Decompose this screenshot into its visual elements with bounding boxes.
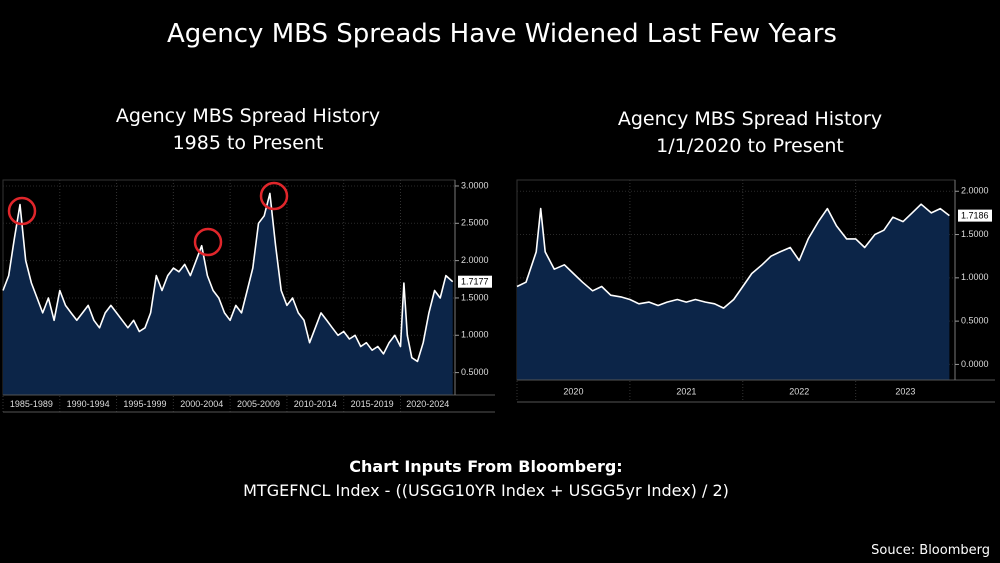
area: [517, 204, 950, 380]
highlight-circle: [193, 227, 223, 257]
x-tick-label: 2020-2024: [406, 399, 449, 409]
x-tick-label: 2022: [789, 386, 809, 396]
chart-title: Agency MBS Spread History: [618, 108, 882, 130]
y-tick-label: 2.0000: [961, 186, 989, 196]
x-tick-label: 2020: [563, 386, 583, 396]
chart-title: Agency MBS Spread History: [116, 105, 380, 127]
y-tick-label: 1.0000: [461, 330, 489, 340]
x-tick-label: 2015-2019: [351, 399, 394, 409]
last-value-tag: [458, 275, 492, 288]
last-value-label: 1.7177: [461, 277, 489, 287]
line: [2, 192, 454, 363]
chart-subtitle: 1/1/2020 to Present: [656, 135, 844, 157]
y-tick-label: 3.0000: [461, 180, 489, 190]
highlight-circle: [7, 196, 37, 226]
y-tick-label: 0.5000: [461, 367, 489, 377]
x-tick-label: 1995-1999: [123, 399, 166, 409]
chart-subtitle: 1985 to Present: [173, 132, 324, 154]
x-tick-label: 2005-2009: [237, 399, 280, 409]
slide-title: Agency MBS Spreads Have Widened Last Few…: [167, 19, 837, 49]
y-tick-label: 1.5000: [961, 229, 989, 239]
annotations: [7, 181, 289, 257]
y-tick-label: 2.5000: [461, 218, 489, 228]
y-tick-label: 0.5000: [961, 316, 989, 326]
x-tick-label: 2000-2004: [180, 399, 223, 409]
x-tick-label: 2010-2014: [294, 399, 337, 409]
x-tick-label: 2021: [676, 386, 696, 396]
x-tick-label: 1985-1989: [10, 399, 53, 409]
x-tick-label: 2023: [895, 386, 915, 396]
source: Souce: Bloomberg: [871, 543, 990, 558]
y-tick-label: 0.0000: [961, 359, 989, 369]
line: [516, 203, 950, 309]
area: [3, 193, 453, 395]
y-tick-label: 1.5000: [461, 292, 489, 302]
last-value-label: 1.7186: [961, 210, 989, 220]
last-value-tag: [958, 209, 992, 222]
y-tick-label: 2.0000: [461, 255, 489, 265]
highlight-circle: [259, 181, 289, 211]
y-tick-label: 1.0000: [961, 272, 989, 282]
x-tick-label: 1990-1994: [67, 399, 110, 409]
footer-formula: MTGEFNCL Index - ((USGG10YR Index + USGG…: [243, 481, 729, 500]
footer-heading: Chart Inputs From Bloomberg:: [349, 457, 622, 476]
